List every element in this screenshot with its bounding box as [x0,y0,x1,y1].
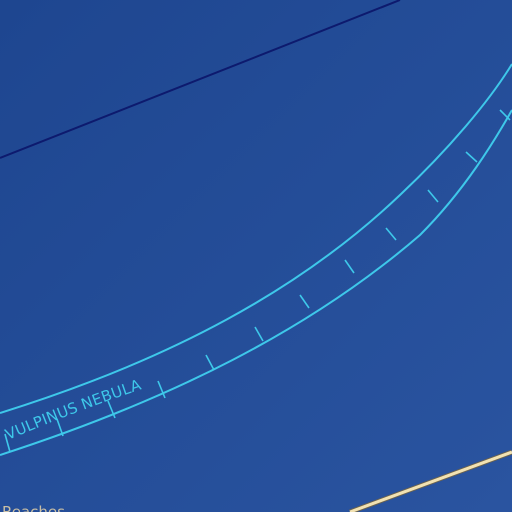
nebula-band-ticks [4,109,511,453]
band-tick [465,151,478,163]
nebula-band-inner-edge [0,109,512,456]
band-tick [344,259,355,274]
region-boundary-line [0,0,401,159]
region-label-reaches[interactable]: Reaches [2,503,65,512]
band-tick [157,380,166,399]
route-line [349,449,512,512]
band-tick [107,400,116,419]
nebula-band-outer-edge [0,63,512,414]
band-tick [205,354,215,371]
band-tick [4,433,11,453]
band-tick [499,109,511,121]
band-tick [254,326,264,342]
band-tick [385,227,397,241]
band-tick [56,418,64,437]
band-tick [299,294,310,309]
nebula-band [0,63,512,456]
band-tick [427,189,439,203]
